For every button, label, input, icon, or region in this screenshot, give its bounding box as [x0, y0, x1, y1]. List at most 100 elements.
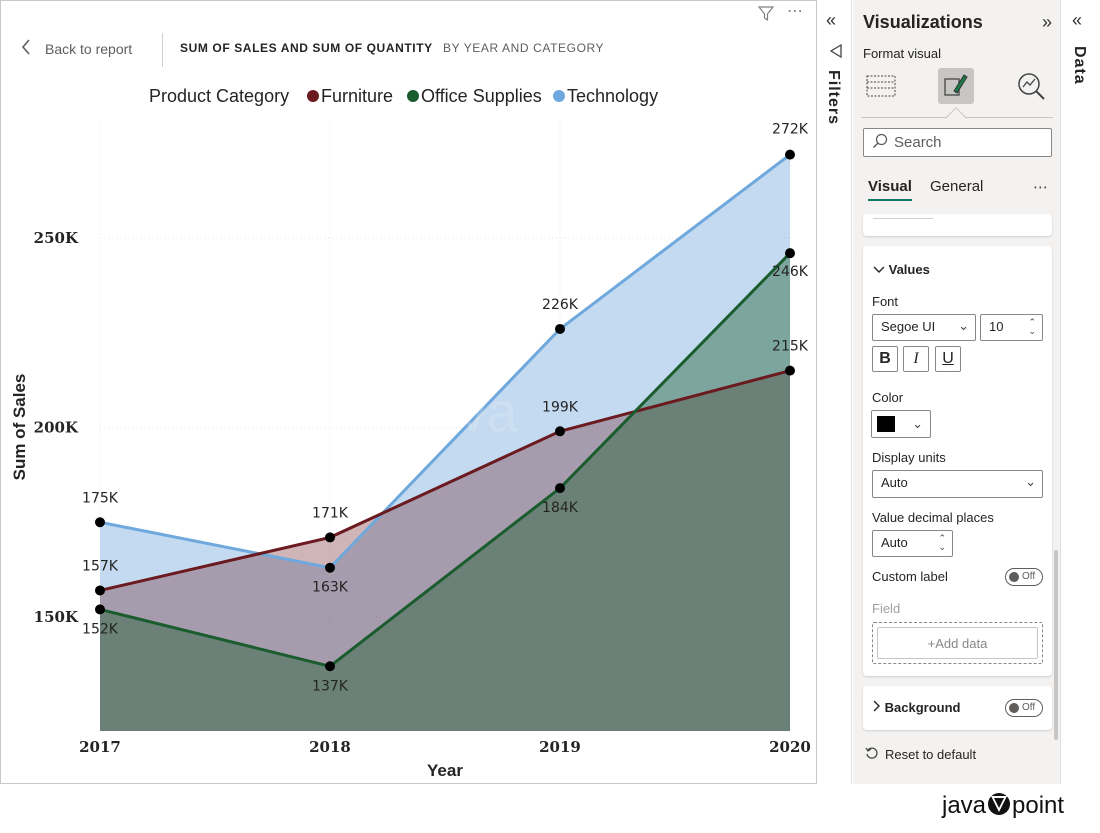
x-tick-label: 2017: [79, 738, 121, 756]
collapsed-card: [863, 214, 1052, 236]
legend-marker: [407, 90, 419, 102]
font-family-value: Segoe UI: [881, 319, 936, 334]
format-tabs: Visual General ⋯: [868, 178, 1048, 206]
data-point: [95, 604, 105, 615]
y-tick-label: 200K: [34, 419, 79, 437]
data-label: 272K: [772, 122, 809, 138]
add-data-well[interactable]: +Add data: [872, 622, 1043, 664]
display-units-dropdown[interactable]: Auto ⌄: [872, 470, 1043, 498]
data-label: 184K: [542, 500, 579, 516]
pane-scrollbar[interactable]: [1054, 550, 1058, 740]
tab-general[interactable]: General: [930, 178, 984, 195]
logo-t-icon: [988, 793, 1011, 815]
background-section-header[interactable]: Background: [873, 700, 960, 715]
filter-funnel-icon: [829, 43, 843, 62]
format-visual-paintbrush-icon[interactable]: [938, 68, 974, 104]
data-point: [555, 483, 565, 494]
data-label: 199K: [542, 399, 579, 415]
custom-label-toggle[interactable]: Off: [1005, 568, 1043, 586]
expand-pane-icon[interactable]: »: [1041, 12, 1052, 32]
font-size-value: 10: [989, 319, 1004, 334]
font-size-stepper[interactable]: 10 ⌃ ⌄: [980, 314, 1043, 341]
toggle-knob: [1009, 572, 1019, 582]
data-label: 175K: [82, 490, 119, 506]
chevron-right-icon: [873, 700, 885, 715]
reset-icon: [865, 746, 879, 763]
color-label: Color: [872, 390, 904, 405]
background-card[interactable]: Background Off: [863, 686, 1052, 730]
tab-visual[interactable]: Visual: [868, 178, 912, 201]
legend-marker: [307, 90, 319, 102]
reset-to-default-button[interactable]: Reset to default: [865, 746, 976, 763]
display-units-label: Display units: [872, 450, 946, 465]
visualizations-pane: Visualizations » Format visual Search Vi…: [853, 0, 1061, 784]
header-divider: [162, 33, 163, 67]
filters-label[interactable]: Filters: [825, 70, 842, 126]
underline-button[interactable]: U: [935, 346, 961, 372]
decimal-places-stepper[interactable]: Auto ⌃ ⌄: [872, 530, 953, 557]
data-pane: « Data: [1062, 0, 1100, 784]
color-swatch: [877, 416, 895, 432]
legend-item: Technology: [567, 86, 658, 106]
field-label: Field: [872, 601, 901, 616]
collapse-data-icon[interactable]: «: [1072, 10, 1083, 30]
data-label: 152K: [82, 621, 119, 637]
font-label: Font: [872, 294, 899, 309]
data-point: [785, 149, 795, 160]
back-to-report-button[interactable]: Back to report: [21, 39, 132, 58]
collapse-filters-icon[interactable]: «: [826, 10, 837, 30]
data-point: [95, 517, 105, 528]
data-label: 215K: [772, 339, 809, 355]
bold-button[interactable]: B: [872, 346, 898, 372]
toggle-knob: [1009, 703, 1019, 713]
data-label: 171K: [312, 505, 349, 521]
italic-button[interactable]: I: [903, 346, 929, 372]
legend-title: Product Category: [149, 86, 289, 106]
more-options-icon[interactable]: ⋯: [787, 3, 803, 20]
font-family-dropdown[interactable]: Segoe UI ⌄: [872, 314, 976, 341]
logo-text-left: java: [942, 792, 987, 819]
legend-marker: [553, 90, 565, 102]
toggle-state: Off: [1022, 571, 1036, 582]
data-point: [785, 365, 795, 376]
chevron-left-icon: [21, 39, 31, 58]
x-tick-label: 2020: [769, 738, 811, 756]
legend-item: Furniture: [321, 86, 393, 106]
line-furniture: [99, 369, 791, 592]
search-input[interactable]: Search: [863, 128, 1052, 157]
filter-icon[interactable]: [757, 5, 775, 28]
background-toggle[interactable]: Off: [1005, 699, 1043, 717]
x-tick-label: 2019: [539, 738, 581, 756]
more-options-icon[interactable]: ⋯: [1033, 179, 1048, 196]
format-visual-label: Format visual: [863, 46, 942, 61]
report-header: Back to report SUM OF SALES AND SUM OF Q…: [1, 31, 816, 67]
build-visual-icon[interactable]: [863, 68, 899, 104]
values-section-header[interactable]: Values: [873, 262, 930, 277]
stepper-arrows-icon[interactable]: ⌃ ⌄: [1028, 317, 1036, 336]
reset-label: Reset to default: [885, 747, 977, 762]
x-axis-title: Year: [427, 761, 463, 780]
report-canvas: 150K 200K 250K java 175K 163K 226K 272K 157K 171K…: [0, 0, 817, 784]
area-technology: [100, 154, 790, 731]
decimal-places-label: Value decimal places: [872, 510, 994, 525]
search-placeholder: Search: [894, 134, 942, 151]
data-point: [325, 661, 335, 672]
data-label[interactable]: Data: [1071, 46, 1088, 85]
data-label: 157K: [82, 558, 119, 574]
visualizations-title: Visualizations: [863, 12, 983, 32]
data-point: [95, 585, 105, 596]
data-point: [555, 426, 565, 437]
analytics-icon[interactable]: [1013, 68, 1049, 104]
data-label: 246K: [772, 264, 809, 280]
color-picker[interactable]: ⌄: [871, 410, 931, 438]
line-technology: [99, 153, 791, 570]
stepper-arrows-icon[interactable]: ⌃ ⌄: [938, 533, 946, 552]
add-data-button[interactable]: +Add data: [877, 627, 1038, 659]
y-tick-label: 250K: [34, 229, 79, 247]
format-icon-row: [861, 66, 1053, 118]
logo-text-right: point: [1012, 792, 1065, 819]
watermark: java: [413, 380, 519, 443]
background-label: Background: [884, 700, 961, 715]
data-label: 137K: [312, 678, 349, 694]
chevron-down-icon: ⌄: [958, 318, 969, 333]
